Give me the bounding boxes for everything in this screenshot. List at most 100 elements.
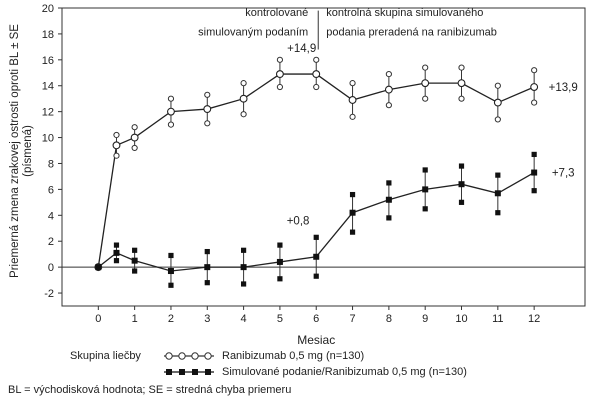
- open-circle-line-icon: [164, 352, 214, 360]
- error-cap-sham: [495, 210, 501, 216]
- data-point-ranibizumab: [384, 85, 393, 94]
- error-cap-sham: [113, 242, 120, 248]
- error-cap-sham: [113, 258, 120, 264]
- data-point-sham: [458, 181, 465, 188]
- data-point-sham: [494, 190, 501, 197]
- error-cap-ranibizumab: [494, 82, 501, 89]
- data-point-sham: [531, 169, 538, 176]
- data-point-ranibizumab: [348, 96, 357, 104]
- error-cap-sham: [531, 151, 537, 158]
- data-point-sham: [349, 209, 356, 216]
- x-tick-label: 5: [277, 313, 283, 325]
- data-point-ranibizumab: [203, 105, 212, 114]
- error-cap-ranibizumab: [240, 80, 247, 87]
- error-cap-sham: [277, 276, 283, 282]
- error-cap-sham: [132, 247, 138, 253]
- y-tick-label: -2: [44, 288, 54, 300]
- y-tick-label: 6: [48, 184, 54, 196]
- error-cap-sham: [531, 188, 537, 194]
- error-cap-sham: [458, 163, 465, 169]
- y-tick-label: 4: [48, 210, 54, 222]
- error-cap-sham: [349, 191, 356, 198]
- data-point-sham: [95, 264, 102, 271]
- data-point-ranibizumab: [493, 98, 502, 107]
- error-cap-ranibizumab: [494, 116, 501, 123]
- data-point-ranibizumab: [421, 79, 430, 88]
- error-cap-sham: [386, 215, 392, 221]
- annotation-label: +13,9: [549, 82, 578, 94]
- plot-frame: [61, 7, 586, 307]
- error-cap-ranibizumab: [349, 113, 356, 120]
- error-cap-ranibizumab: [131, 124, 138, 131]
- error-cap-ranibizumab: [276, 83, 284, 91]
- error-cap-ranibizumab: [531, 67, 538, 74]
- error-cap-ranibizumab: [240, 111, 247, 118]
- error-cap-sham: [386, 180, 392, 186]
- x-tick-label: 1: [132, 313, 138, 325]
- data-point-sham: [113, 249, 120, 256]
- data-point-ranibizumab: [239, 94, 248, 103]
- data-point-sham: [204, 264, 211, 271]
- legend-item-ranibizumab: Ranibizumab 0,5 mg (n=130): [162, 350, 364, 362]
- y-tick-label: 12: [42, 107, 54, 119]
- filled-square-line-icon: [164, 369, 214, 375]
- x-tick-label: 11: [492, 313, 503, 325]
- data-point-ranibizumab: [167, 107, 175, 116]
- legend-label-sham: Simulované podanie/Ranibizumab 0,5 mg (n…: [222, 366, 467, 378]
- error-cap-ranibizumab: [458, 95, 465, 102]
- error-cap-sham: [313, 273, 319, 279]
- error-cap-sham: [458, 199, 465, 205]
- error-cap-ranibizumab: [204, 120, 211, 127]
- period-label-left-1: kontrolované: [245, 7, 308, 19]
- error-cap-ranibizumab: [422, 64, 429, 71]
- y-tick-label: 14: [42, 81, 54, 93]
- y-axis-label: Priemerná zmena zrakovej ostrosti oproti…: [9, 24, 21, 278]
- x-tick-label: 9: [422, 313, 428, 325]
- error-cap-sham: [132, 268, 138, 274]
- error-cap-sham: [422, 206, 428, 212]
- error-cap-ranibizumab: [313, 56, 320, 63]
- error-cap-ranibizumab: [458, 64, 465, 71]
- error-cap-ranibizumab: [276, 56, 284, 63]
- error-cap-ranibizumab: [167, 121, 175, 128]
- y-tick-label: 8: [48, 158, 54, 170]
- error-cap-sham: [349, 229, 356, 235]
- y-axis-label-unit: (písmená): [22, 125, 34, 177]
- x-tick-label: 10: [455, 313, 467, 325]
- data-point-ranibizumab: [275, 70, 284, 79]
- series-line-sham: [97, 171, 535, 272]
- error-cap-sham: [204, 280, 210, 286]
- y-tick-label: 0: [48, 262, 54, 274]
- error-cap-ranibizumab: [385, 102, 392, 109]
- y-tick-label: 18: [42, 29, 54, 41]
- annotation-label: +7,3: [552, 168, 575, 180]
- footnote: BL = východisková hodnota; SE = stredná …: [8, 384, 292, 396]
- y-tick-label: 10: [42, 133, 54, 145]
- x-tick-label: 3: [204, 313, 210, 325]
- x-axis-label: Mesiac: [297, 333, 335, 347]
- legend-label-ranibizumab: Ranibizumab 0,5 mg (n=130): [222, 350, 365, 362]
- error-cap-sham: [422, 167, 428, 173]
- x-tick-label: 0: [95, 313, 101, 325]
- error-cap-sham: [313, 234, 319, 240]
- x-tick-label: 4: [241, 313, 247, 325]
- error-cap-ranibizumab: [131, 144, 138, 152]
- annotation-label: +14,9: [287, 43, 316, 55]
- x-tick-label: 8: [386, 313, 392, 325]
- annotation-label: +0,8: [287, 215, 310, 227]
- error-cap-ranibizumab: [313, 83, 320, 91]
- x-tick-label: 2: [168, 313, 174, 325]
- x-tick-label: 12: [528, 313, 540, 325]
- data-point-sham: [422, 186, 429, 193]
- data-point-sham: [240, 264, 247, 271]
- error-cap-ranibizumab: [422, 95, 429, 102]
- data-point-ranibizumab: [112, 141, 121, 150]
- x-tick-label: 6: [313, 313, 319, 325]
- period-label-right-2: podania preradená na ranibizumab: [326, 26, 497, 38]
- error-cap-sham: [277, 242, 283, 248]
- error-cap-ranibizumab: [531, 99, 538, 106]
- error-cap-sham: [240, 247, 247, 253]
- period-label-left-2: simulovaným podaním: [198, 26, 308, 38]
